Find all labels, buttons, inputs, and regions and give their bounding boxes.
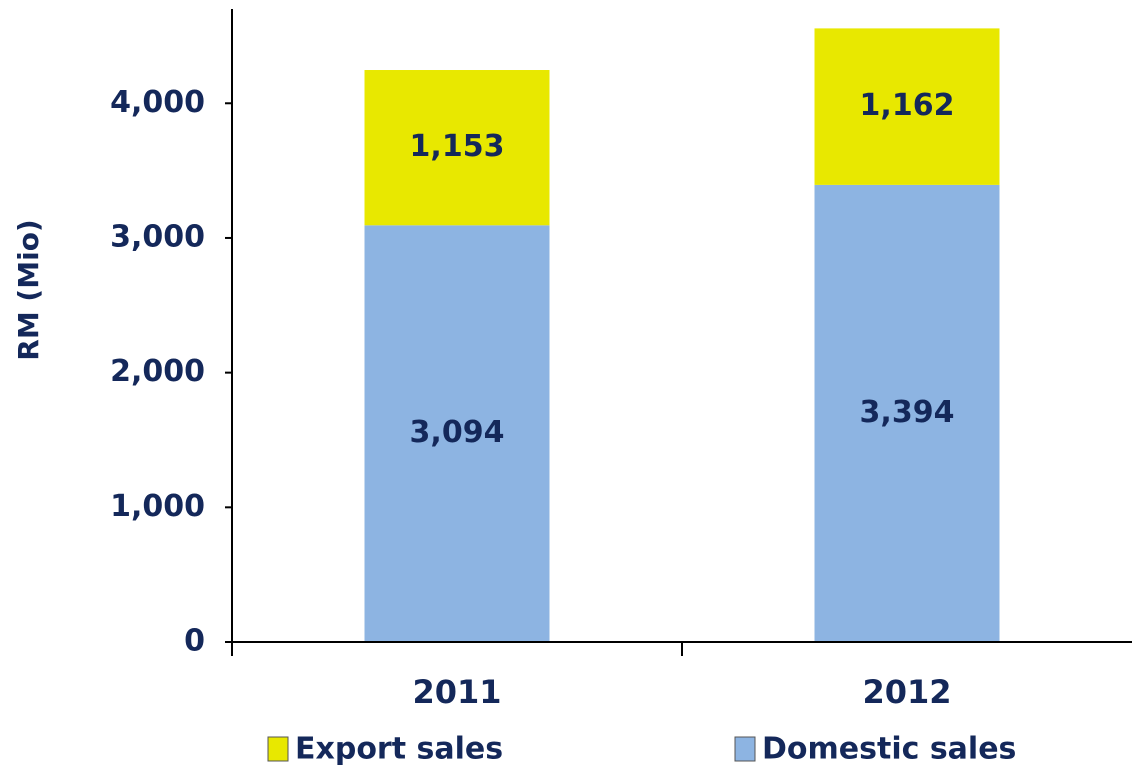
x-tick-label: 2011	[412, 673, 501, 711]
data-label: 1,153	[410, 129, 505, 164]
data-label: 1,162	[860, 88, 955, 123]
bar-segment	[364, 225, 550, 643]
data-label: 3,394	[860, 395, 955, 430]
bar-segment	[364, 70, 550, 226]
legend-label: Export sales	[295, 732, 503, 767]
y-tick-label: 1,000	[110, 489, 205, 524]
y-tick-label: 3,000	[110, 219, 205, 254]
legend-label: Domestic sales	[762, 732, 1016, 767]
legend-swatch	[734, 736, 756, 762]
legend-swatch	[267, 736, 289, 762]
x-tick-label: 2012	[862, 673, 951, 711]
y-tick-label: 0	[184, 624, 205, 659]
y-tick-label: 2,000	[110, 354, 205, 389]
data-label: 3,094	[410, 415, 505, 450]
y-axis-label: RM (Mio)	[12, 219, 45, 360]
y-tick-label: 4,000	[110, 85, 205, 120]
bar-segment	[814, 28, 1000, 185]
bar-segment	[814, 184, 1000, 642]
